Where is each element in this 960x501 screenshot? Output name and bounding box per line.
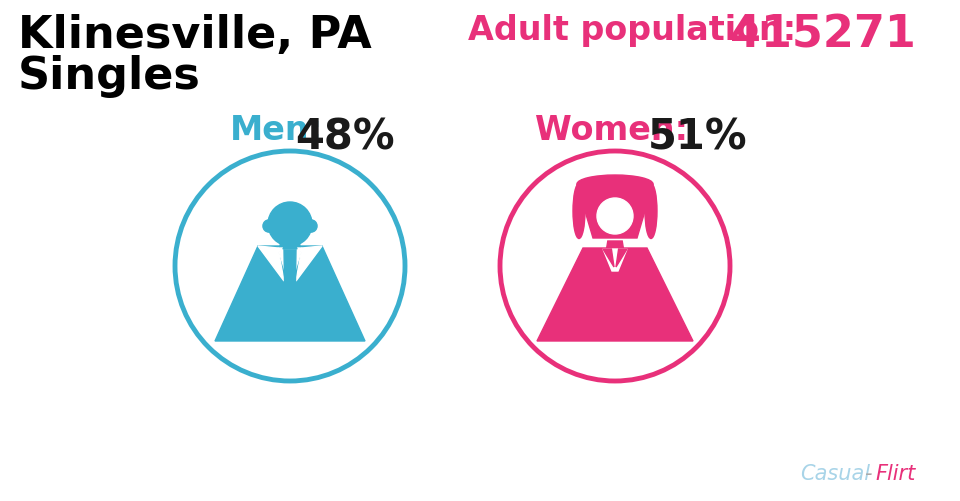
- Text: Klinesville, PA: Klinesville, PA: [18, 14, 372, 57]
- Text: Flirt: Flirt: [875, 463, 915, 483]
- Circle shape: [304, 220, 317, 232]
- Polygon shape: [603, 249, 627, 272]
- Polygon shape: [296, 246, 322, 282]
- Polygon shape: [283, 243, 297, 249]
- Text: -: -: [864, 463, 872, 483]
- Polygon shape: [280, 234, 300, 246]
- Polygon shape: [603, 249, 614, 268]
- Ellipse shape: [573, 184, 585, 239]
- Text: Men:: Men:: [230, 114, 323, 147]
- Polygon shape: [616, 249, 627, 268]
- Circle shape: [597, 198, 633, 234]
- Polygon shape: [284, 250, 296, 307]
- Text: Singles: Singles: [18, 55, 201, 98]
- Circle shape: [268, 202, 312, 246]
- Text: Women:: Women:: [535, 114, 688, 147]
- Polygon shape: [577, 185, 653, 238]
- Polygon shape: [606, 241, 624, 253]
- Text: 51%: 51%: [648, 117, 748, 159]
- Text: 48%: 48%: [295, 117, 395, 159]
- Ellipse shape: [577, 176, 653, 193]
- Polygon shape: [537, 248, 693, 341]
- Polygon shape: [278, 248, 302, 282]
- Text: Adult population:: Adult population:: [468, 14, 796, 47]
- Text: 415271: 415271: [730, 14, 916, 57]
- Polygon shape: [258, 246, 284, 282]
- Text: Casual: Casual: [800, 463, 870, 483]
- Polygon shape: [215, 246, 365, 341]
- Circle shape: [263, 220, 276, 232]
- Ellipse shape: [645, 184, 657, 239]
